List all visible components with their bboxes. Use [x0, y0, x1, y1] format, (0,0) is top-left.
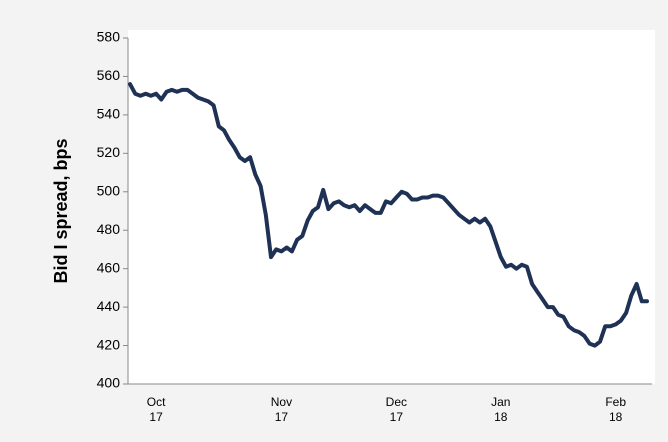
- y-tick-label: 460: [97, 259, 121, 275]
- x-tick-label: Oct 17: [146, 395, 166, 424]
- series-line: [128, 82, 649, 348]
- y-axis-label: Bid I spread, bps: [51, 138, 71, 283]
- x-tick-label: Jan 18: [491, 395, 511, 424]
- y-tick-label: 580: [97, 29, 121, 45]
- y-tick-label: 500: [97, 182, 121, 198]
- y-tick-label: 520: [97, 144, 121, 160]
- y-tick-label: 400: [97, 375, 121, 391]
- x-tick-label: Feb 18: [605, 395, 626, 424]
- x-tick-label: Nov 17: [270, 395, 293, 424]
- y-tick-label: 540: [97, 106, 121, 122]
- y-tick-label: 480: [97, 221, 121, 237]
- y-tick-label: 560: [97, 67, 121, 83]
- y-tick-label: 440: [97, 298, 121, 314]
- y-tick-label: 420: [97, 336, 121, 352]
- x-tick-label: Dec 17: [385, 395, 407, 424]
